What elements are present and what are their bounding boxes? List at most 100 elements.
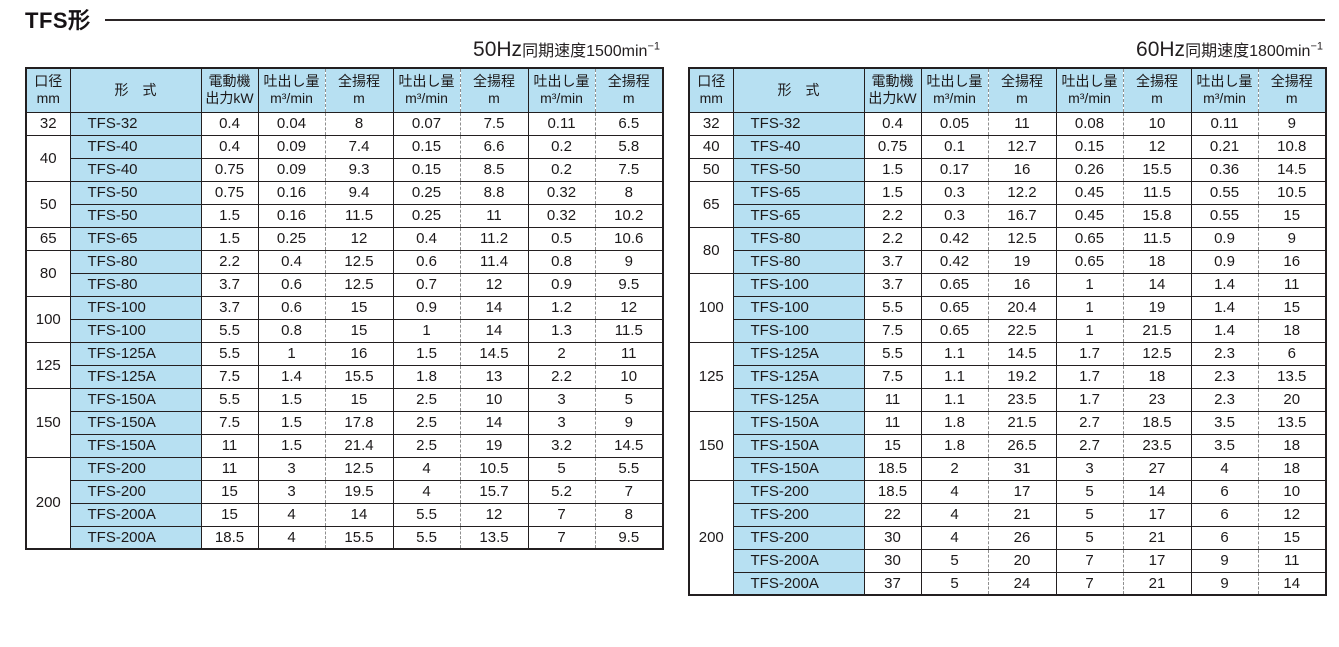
- head-cell: 19.2: [987, 364, 1056, 388]
- caption-speed: 1800min: [1249, 43, 1311, 60]
- head-cell: 16: [324, 341, 393, 365]
- header-line: 口径: [34, 72, 63, 89]
- motor-cell: 2.2: [863, 226, 921, 250]
- table-row: 50 TFS-50 1.5 0.17 16 0.26 15.5 0.36 14.5: [689, 157, 1326, 181]
- motor-cell: 7.5: [863, 364, 921, 388]
- head-cell: 10: [459, 387, 528, 411]
- motor-cell: 15: [863, 433, 921, 457]
- head-cell: 5.8: [594, 134, 663, 158]
- head-cell: 23.5: [987, 387, 1056, 411]
- bore-cell: 65: [26, 226, 70, 250]
- table-row: TFS-150A 18.5 2 31 3 27 4 18: [689, 456, 1326, 480]
- head-cell: 15: [324, 387, 393, 411]
- head-cell: 6.6: [459, 134, 528, 158]
- head-cell: 10: [1122, 111, 1191, 135]
- model-cell: TFS-50: [732, 157, 864, 181]
- table-row: 125 TFS-125A 5.5 1 16 1.5 14.5 2 11: [26, 341, 663, 388]
- motor-cell: 3.7: [863, 249, 921, 273]
- motor-cell: 5.5: [200, 318, 258, 342]
- model-cell: TFS-32: [69, 111, 201, 135]
- head-cell: 15: [1257, 525, 1326, 549]
- head-cell: 15: [324, 318, 393, 342]
- flow-cell: 0.2: [527, 157, 595, 181]
- table-row: TFS-200A 15 4 14 5.5 12 7 8: [26, 502, 663, 526]
- flow-cell: 1: [1055, 295, 1123, 319]
- head-cell: 13.5: [1257, 364, 1326, 388]
- motor-cell: 0.75: [200, 180, 258, 204]
- flow-cell: 0.09: [257, 134, 325, 158]
- table-row: TFS-125A 11 1.1 23.5 1.7 23 2.3 20: [689, 387, 1326, 411]
- column-header-model: 形 式: [732, 68, 864, 113]
- caption-frequency: 50Hz: [473, 38, 523, 61]
- table-row: TFS-40 0.75 0.09 9.3 0.15 8.5 0.2 7.5: [26, 157, 663, 181]
- flow-cell: 3: [527, 410, 595, 434]
- header-line: 吐出し量: [1196, 72, 1253, 89]
- motor-cell: 7.5: [200, 364, 258, 388]
- head-cell: 17: [1122, 548, 1191, 572]
- head-cell: 11.4: [459, 249, 528, 273]
- table-row: 32 TFS-32 0.4 0.05 11 0.08 10 0.11 9: [689, 111, 1326, 135]
- head-cell: 11.5: [324, 203, 393, 227]
- head-cell: 19: [1122, 295, 1191, 319]
- motor-cell: 1.5: [863, 180, 921, 204]
- head-cell: 14.5: [1257, 157, 1326, 181]
- flow-cell: 9: [1190, 548, 1258, 572]
- bore-cell: 150: [26, 387, 70, 457]
- head-cell: 27: [1122, 456, 1191, 480]
- head-cell: 8.5: [459, 157, 528, 181]
- flow-cell: 0.4: [392, 226, 460, 250]
- model-cell: TFS-40: [732, 134, 864, 158]
- model-cell: TFS-150A: [69, 410, 201, 434]
- model-cell: TFS-200A: [69, 502, 201, 526]
- flow-cell: 6: [1190, 525, 1258, 549]
- flow-cell: 1.5: [257, 410, 325, 434]
- model-cell: TFS-200: [732, 502, 864, 526]
- flow-cell: 1.4: [257, 364, 325, 388]
- flow-cell: 2: [527, 341, 595, 365]
- model-cell: TFS-200: [69, 479, 201, 503]
- flow-cell: 0.6: [257, 272, 325, 296]
- flow-cell: 3: [527, 387, 595, 411]
- flow-cell: 7: [527, 525, 595, 549]
- motor-cell: 3.7: [863, 272, 921, 296]
- bore-cell: 100: [689, 272, 733, 342]
- bore-cell: 50: [689, 157, 733, 181]
- bore-cell: 32: [689, 111, 733, 135]
- motor-cell: 7.5: [200, 410, 258, 434]
- flow-cell: 0.6: [257, 295, 325, 319]
- header-line: 吐出し量: [263, 72, 320, 89]
- table-row: 150 TFS-150A 11 1.8 21.5 2.7 18.5 3.5 13.5: [689, 410, 1326, 480]
- table-row: TFS-150A 7.5 1.5 17.8 2.5 14 3 9: [26, 410, 663, 434]
- head-cell: 12.5: [324, 249, 393, 273]
- header-row: 口径 mm 形 式電動機 出力kW 吐出し量 m³/min 全揚程 m 吐出し量 m³/min 全揚…: [26, 68, 663, 113]
- table-row: 125 TFS-125A 5.5 1.1 14.5 1.7 12.5 2.3 6: [689, 341, 1326, 411]
- flow-cell: 3: [257, 456, 325, 480]
- head-cell: 12.5: [1122, 341, 1191, 365]
- model-cell: TFS-100: [732, 272, 864, 296]
- table-row: 80 TFS-80 2.2 0.4 12.5 0.6 11.4 0.8 9: [26, 249, 663, 296]
- head-cell: 19: [459, 433, 528, 457]
- header-line: m³/min: [933, 90, 976, 107]
- flow-cell: 1: [392, 318, 460, 342]
- head-cell: 21.5: [987, 410, 1056, 434]
- header-line: m: [1151, 90, 1163, 107]
- flow-cell: 0.15: [1055, 134, 1123, 158]
- column-header-motor: 電動機 出力kW: [200, 68, 258, 113]
- flow-cell: 0.55: [1190, 180, 1258, 204]
- head-cell: 12.7: [987, 134, 1056, 158]
- column-header-head: 全揚程 m: [987, 68, 1056, 113]
- head-cell: 11.5: [1122, 226, 1191, 250]
- table-row: TFS-200A 30 5 20 7 17 9 11: [689, 548, 1326, 572]
- header-line: m³/min: [540, 90, 583, 107]
- model-cell: TFS-40: [69, 157, 201, 181]
- head-cell: 12.5: [324, 272, 393, 296]
- bore-cell: 80: [26, 249, 70, 296]
- model-cell: TFS-200A: [732, 571, 864, 595]
- flow-cell: 4: [257, 502, 325, 526]
- head-cell: 14.5: [459, 341, 528, 365]
- table-row: TFS-200A 37 5 24 7 21 9 14: [689, 571, 1326, 595]
- model-cell: TFS-200: [69, 456, 201, 480]
- header-line: 吐出し量: [926, 72, 983, 89]
- flow-cell: 0.7: [392, 272, 460, 296]
- head-cell: 5.5: [594, 456, 663, 480]
